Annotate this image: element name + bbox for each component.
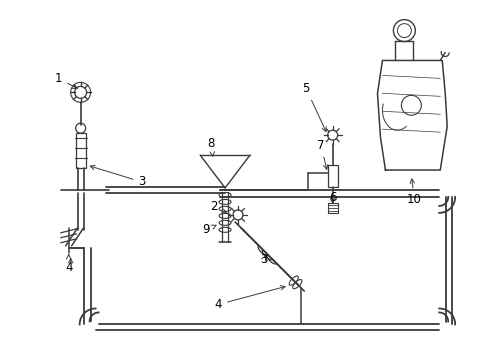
- Text: 4: 4: [65, 255, 72, 274]
- Text: 7: 7: [317, 139, 327, 169]
- Text: 9: 9: [202, 223, 216, 236]
- Text: 4: 4: [214, 285, 285, 311]
- Text: 3: 3: [90, 165, 145, 189]
- Text: 6: 6: [328, 192, 336, 204]
- Text: 1: 1: [55, 72, 77, 89]
- Text: 5: 5: [302, 82, 325, 132]
- Bar: [76, 133, 85, 168]
- Text: 3: 3: [260, 253, 267, 266]
- Text: 10: 10: [406, 179, 421, 206]
- Bar: [327, 203, 337, 213]
- Text: 2: 2: [210, 201, 226, 213]
- Text: 8: 8: [207, 137, 215, 156]
- Bar: [327, 165, 337, 187]
